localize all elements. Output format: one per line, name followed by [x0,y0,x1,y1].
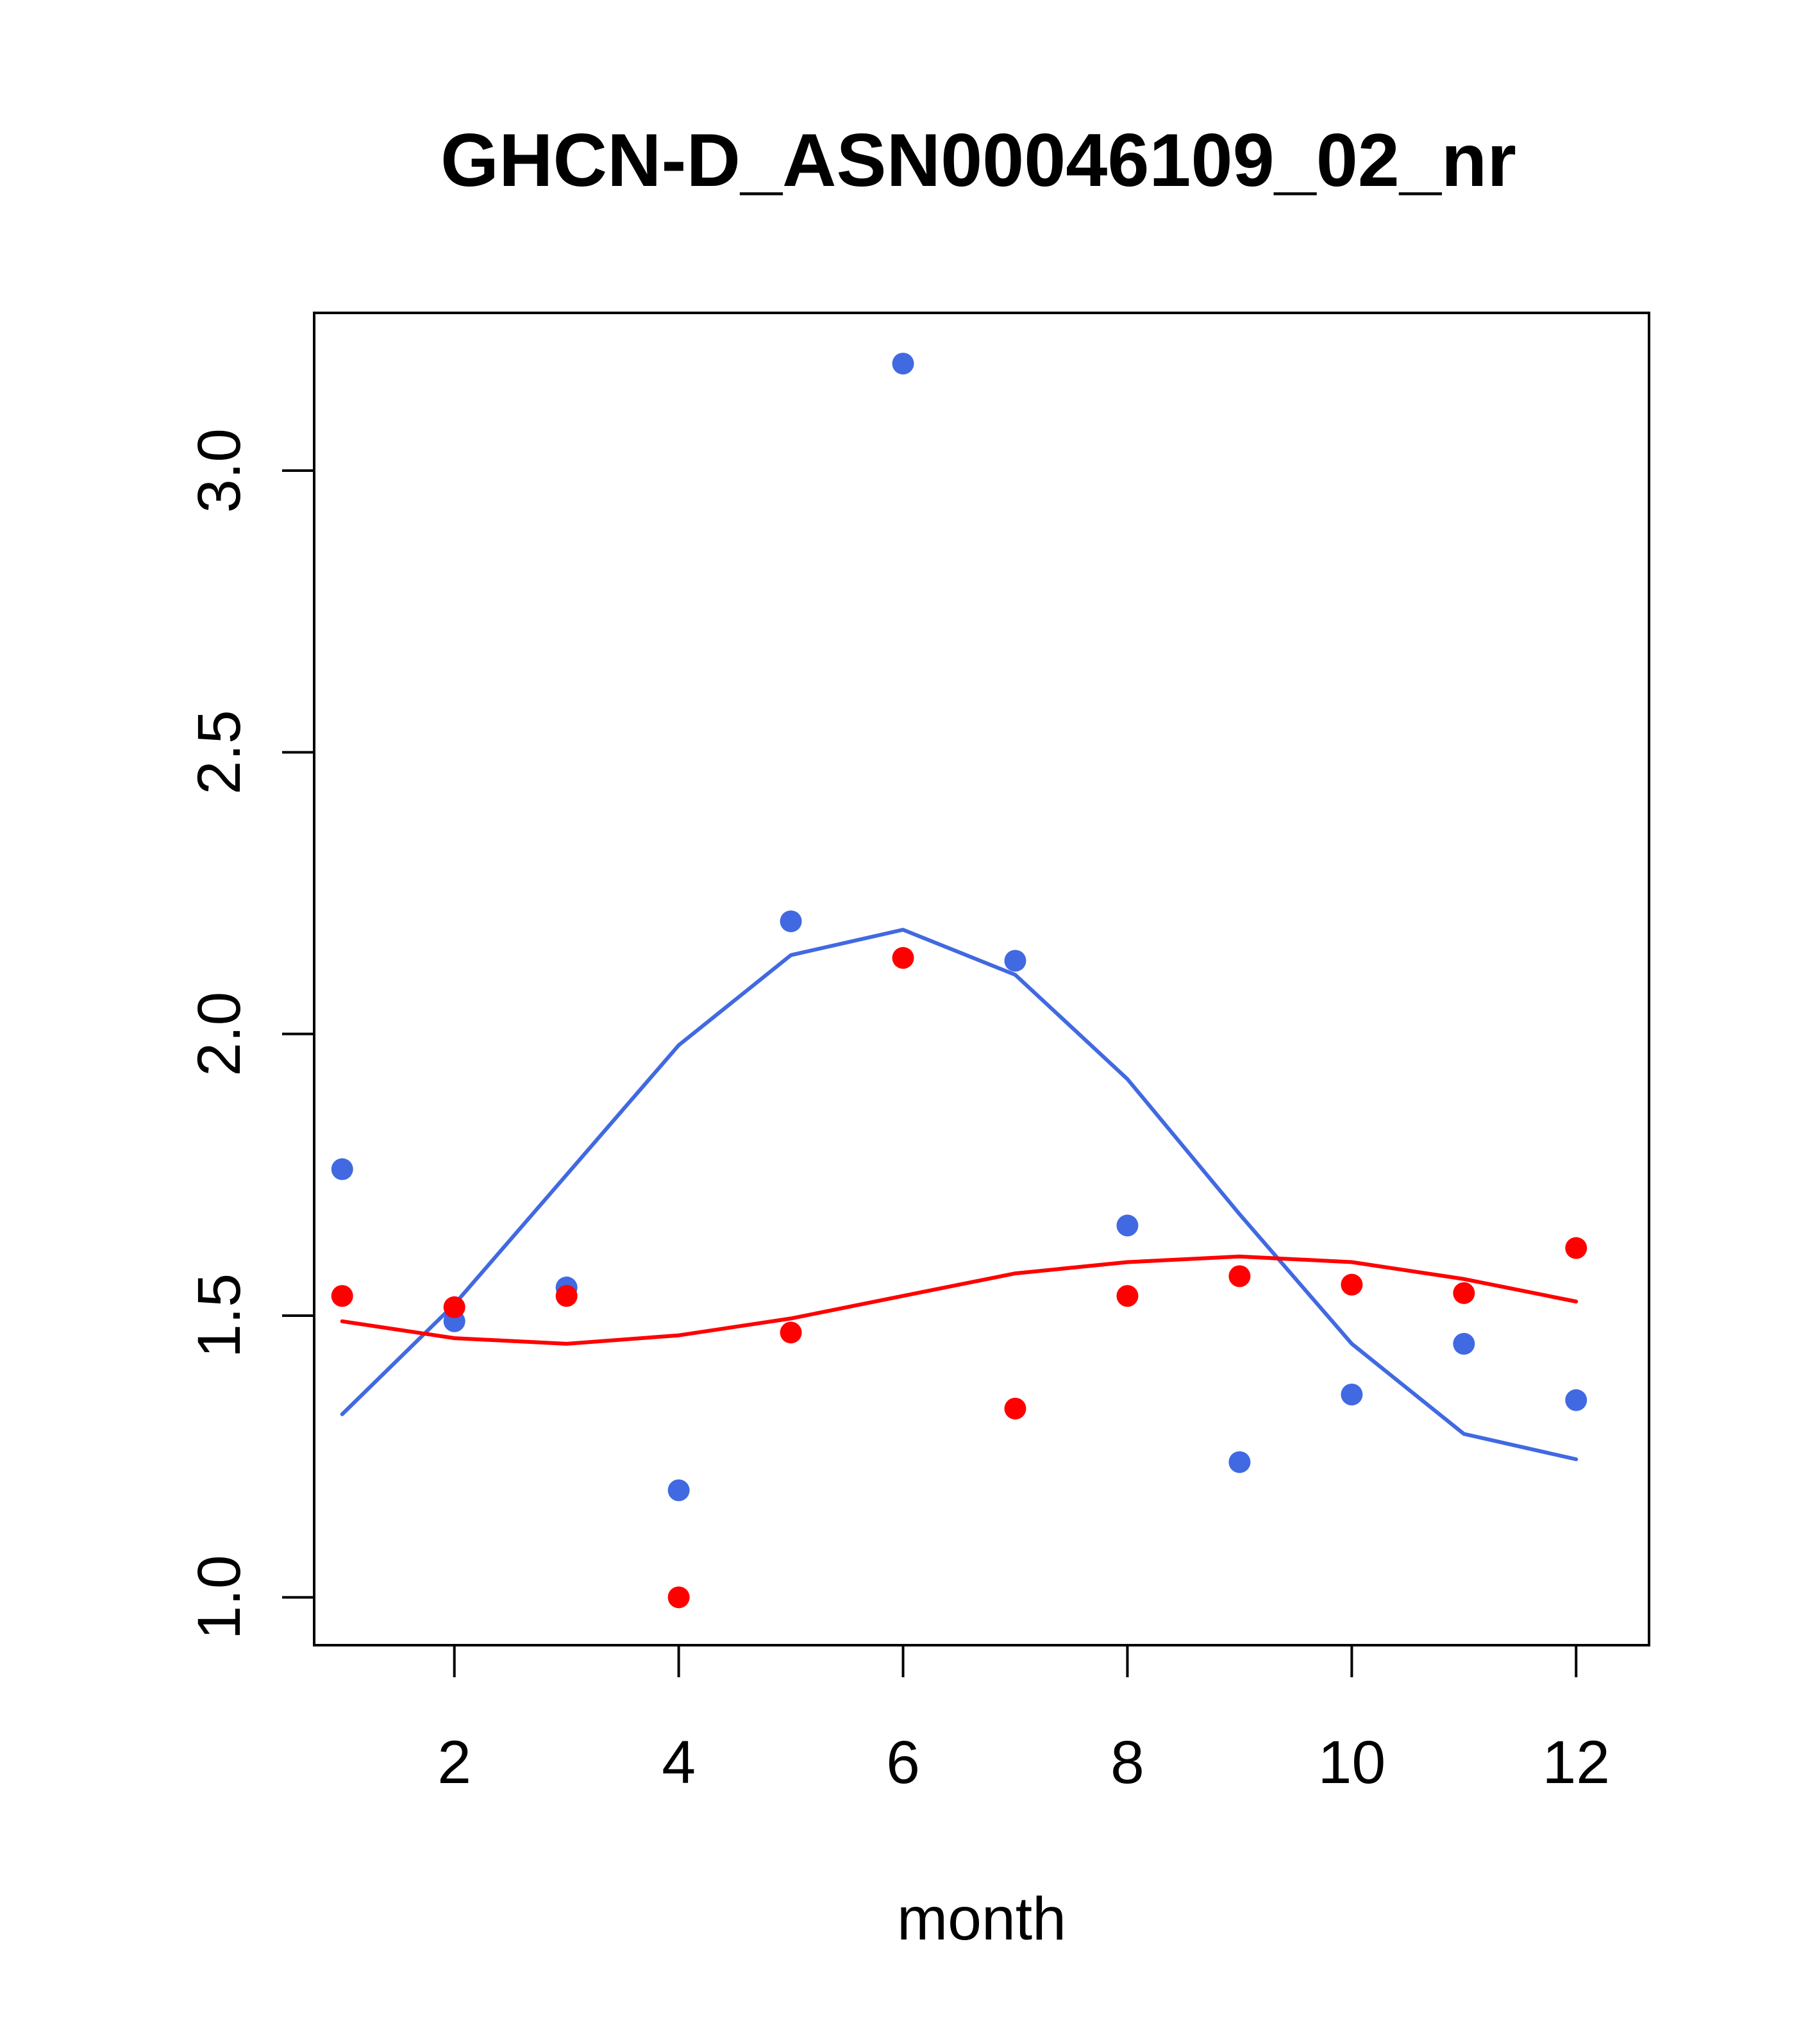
data-point [1228,1451,1251,1473]
chart-title: GHCN-D_ASN00046109_02_nr [440,118,1516,202]
data-point [1565,1237,1587,1259]
x-tick-label: 4 [662,1729,696,1797]
data-point [892,353,914,375]
y-tick-label: 1.5 [185,1273,253,1358]
x-tick-label: 2 [437,1729,471,1797]
x-tick-label: 10 [1318,1729,1386,1797]
data-point [780,910,802,932]
series-line [340,928,1578,1461]
data-point [780,1321,802,1344]
series-line [340,1254,1578,1346]
data-point [1565,1389,1587,1411]
x-tick-label: 8 [1110,1729,1144,1797]
series-0 [331,353,1587,1502]
series-layer [331,353,1587,1609]
x-axis: 2 4 6 8 10 12 [437,1644,1610,1797]
data-point [892,947,914,969]
y-tick-label: 3.0 [185,428,253,513]
plot-frame [313,312,1650,1646]
y-tick-label: 2.5 [185,710,253,794]
data-point [1116,1285,1139,1307]
data-point [1004,1397,1026,1420]
data-point [1228,1265,1251,1287]
y-axis: 1.0 1.5 2.0 2.5 3.0 [185,428,315,1639]
data-point [331,1285,353,1307]
x-tick-label: 6 [886,1729,920,1797]
data-point [1116,1214,1139,1237]
x-axis-label: month [897,1885,1066,1953]
y-tick-label: 2.0 [185,992,253,1076]
data-point [443,1296,465,1318]
data-point [1004,950,1026,972]
x-tick-label: 12 [1542,1729,1610,1797]
data-point [555,1285,578,1307]
data-point [1453,1282,1475,1304]
data-point [667,1586,690,1609]
data-point [331,1158,353,1180]
series-1 [331,947,1587,1609]
data-point [1341,1273,1363,1296]
data-point [1453,1332,1475,1355]
y-tick-label: 1.0 [185,1555,253,1639]
data-point [667,1479,690,1502]
data-point [1341,1384,1363,1406]
